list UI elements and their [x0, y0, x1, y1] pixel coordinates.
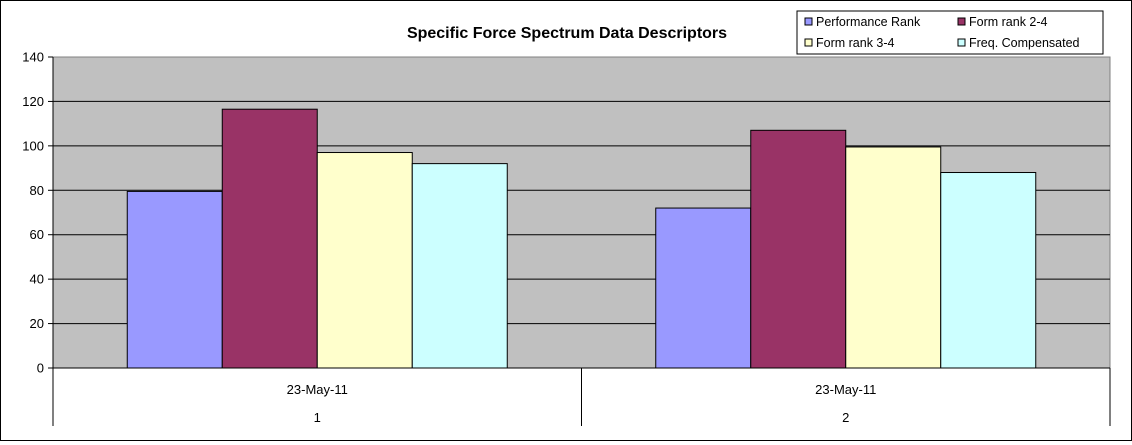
bar-form-rank-3-4-2: [845, 146, 942, 369]
legend-label: Form rank 2-4: [969, 15, 1048, 29]
y-tick-label: 80: [30, 183, 44, 198]
bar-performance-rank-2: [655, 207, 752, 369]
bar-form-rank-2-4-1: [221, 108, 318, 369]
legend-swatch: [804, 17, 813, 26]
chart-title: Specific Force Spectrum Data Descriptors: [407, 25, 727, 42]
legend: Performance Rank Form rank 2-4 Form rank 3…: [796, 10, 1104, 55]
y-axis: 0 20 40 60 80 100 120 140: [22, 50, 54, 376]
legend-label: Form rank 3-4: [816, 36, 895, 50]
bar-form-rank-2-4-2: [750, 129, 847, 369]
x-category-date-label: 23-May-11: [815, 382, 876, 397]
x-category-index-label: 1: [314, 410, 321, 425]
legend-label: Freq. Compensated: [969, 36, 1080, 50]
legend-swatch: [957, 38, 966, 47]
bar-form-rank-3-4-1: [316, 152, 413, 369]
y-tick-label: 120: [22, 94, 44, 109]
y-tick-label: 0: [37, 361, 44, 376]
y-tick-label: 60: [30, 227, 44, 242]
y-tick-label: 20: [30, 316, 44, 331]
x-axis: 23-May-11 1 23-May-11 2: [52, 367, 1111, 426]
legend-label: Performance Rank: [816, 15, 921, 29]
y-tick-label: 140: [22, 50, 44, 65]
bar-performance-rank-1: [126, 190, 223, 369]
legend-swatch: [804, 38, 813, 47]
y-tick-label: 40: [30, 272, 44, 287]
bar-freq-compensated-2: [940, 172, 1037, 369]
y-tick-label: 100: [22, 138, 44, 153]
bars-group: [126, 108, 1037, 369]
x-category-index-label: 2: [842, 410, 849, 425]
x-category-date-label: 23-May-11: [287, 382, 348, 397]
bar-freq-compensated-1: [411, 163, 508, 369]
legend-swatch: [957, 17, 966, 26]
legend-box: [796, 10, 1104, 55]
